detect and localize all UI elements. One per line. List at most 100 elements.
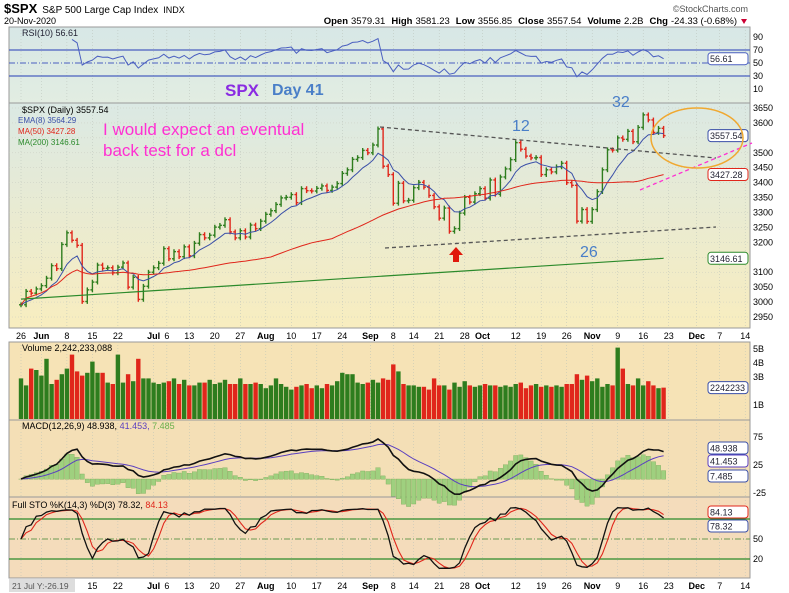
price-bar [529, 153, 533, 161]
macd-histogram-bar [380, 475, 386, 480]
volume-bar [564, 384, 569, 419]
volume-bar [217, 382, 223, 419]
x-tick-label: Jun [33, 331, 49, 341]
macd-histogram-bar [95, 478, 100, 485]
x-tick-label: 14 [740, 331, 750, 341]
volume-bar [18, 378, 24, 419]
macd-histogram-bar [651, 461, 656, 480]
volume-bar [360, 384, 365, 419]
macd-tick-label: -25 [753, 488, 766, 498]
volume-bar [59, 374, 64, 419]
grid [9, 27, 750, 578]
price-tick-label: 3100 [753, 267, 773, 277]
x-tick-label-bottom: 28 [460, 581, 470, 591]
volume-bar [472, 386, 478, 419]
macd-histogram-bar [396, 478, 401, 499]
macd-histogram-bar [431, 478, 437, 501]
volume-bar [365, 382, 370, 419]
x-tick-label: 7 [717, 331, 722, 341]
volume-bar [518, 382, 523, 419]
price-bar [569, 180, 574, 188]
price-bar [549, 167, 554, 175]
price-bar [447, 205, 452, 234]
price-tick-label: 3000 [753, 297, 773, 307]
price-tick-label: 3350 [753, 193, 773, 203]
macd-histogram-bar [472, 478, 478, 483]
x-tick-label-bottom: 9 [615, 581, 620, 591]
macd-histogram-bar [579, 478, 585, 503]
volume-bar [335, 381, 340, 419]
price-bar [661, 125, 666, 138]
x-tick-label-bottom: 20 [210, 581, 220, 591]
x-tick-label-bottom: 7 [717, 581, 722, 591]
macd-value-flag: 48.938 [707, 441, 749, 455]
x-tick-label: 22 [113, 331, 123, 341]
macd-histogram-bar [635, 456, 641, 480]
macd-histogram-bar [161, 475, 167, 480]
volume-bar [467, 385, 472, 419]
price-bar [370, 142, 375, 156]
volume-bar [595, 378, 600, 419]
volume-bar [574, 374, 580, 419]
price-legend: $SPX (Daily) 3557.54 [22, 105, 109, 115]
price-tick-label: 3300 [753, 208, 773, 218]
macd-histogram-bar [69, 454, 75, 480]
volume-bar [299, 385, 304, 419]
macd-histogram-bar [538, 471, 544, 480]
quote-line: Open 3579.31 High 3581.23 Low 3556.85 Close 355… [324, 16, 737, 27]
price-bar [274, 202, 278, 214]
macd-histogram-bar [564, 478, 570, 486]
volume-bar [273, 378, 279, 419]
volume-bar [105, 382, 110, 419]
volume-bar [493, 385, 498, 419]
macd-histogram-bar [227, 471, 233, 480]
x-tick-label: 28 [460, 331, 470, 341]
x-tick-label-bottom: 16 [638, 581, 648, 591]
volume-bar [238, 378, 243, 419]
volume-bar [523, 388, 529, 419]
price-bar [90, 279, 95, 293]
volume-bar [243, 384, 248, 419]
volume-bar [579, 379, 585, 419]
x-tick-label-bottom: 13 [184, 581, 194, 591]
price-bar [75, 237, 80, 248]
macd-histogram-bar [141, 478, 146, 494]
readout-box [9, 579, 75, 592]
price-bar [401, 180, 406, 204]
macd-histogram-bar [436, 478, 442, 504]
x-tick-label: 26 [16, 331, 26, 341]
volume-bar [350, 374, 355, 419]
volume-bar [136, 358, 141, 419]
price-bar [651, 117, 656, 135]
macd-histogram-bar [197, 469, 202, 480]
macd-histogram-bar [283, 470, 289, 480]
price-bar [574, 182, 579, 224]
macd-histogram-bar [90, 478, 95, 487]
macd-histogram-bar [135, 478, 141, 494]
macd-histogram-bar [181, 471, 187, 480]
sto-k-value-flag: 78.32 [707, 519, 749, 533]
x-tick-label-bottom: Oct [475, 581, 490, 591]
price-bar [564, 160, 569, 186]
ma200-legend: MA(200) 3146.61 [18, 138, 80, 147]
price-bar [631, 128, 635, 145]
price-bar [580, 207, 584, 224]
price-bar [605, 147, 610, 173]
macd-histogram-bar [416, 478, 422, 501]
volume-value: 2.2B [624, 16, 644, 27]
volume-bar [391, 364, 396, 419]
x-tick-label: Sep [362, 331, 379, 341]
volume-bar [457, 386, 462, 419]
close-value-flag-text: 3557.54 [710, 131, 743, 141]
volume-bar [110, 384, 115, 419]
volume-tick-label: 1B [753, 400, 764, 410]
volume-bar [329, 385, 335, 419]
volume-tick-label: 4B [753, 358, 764, 368]
price-tick-label: 3500 [753, 148, 773, 158]
macd-value-flag-box [707, 441, 749, 455]
volume-bar [590, 381, 595, 419]
volume-bar [212, 384, 217, 419]
macd-histogram-bar [288, 470, 294, 480]
macd-histogram-bar [559, 478, 564, 481]
x-tick-label-bottom: 15 [87, 581, 97, 591]
